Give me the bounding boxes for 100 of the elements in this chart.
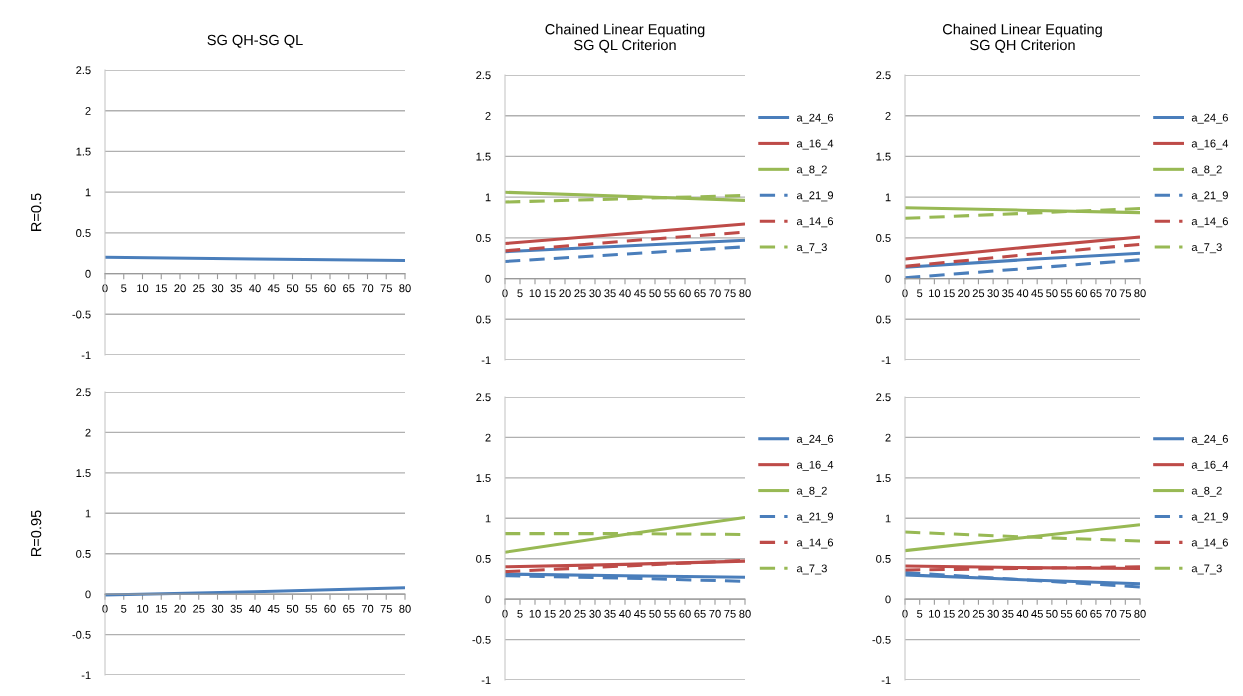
y-axis-title: R=0.5 — [30, 193, 42, 231]
x-tick-label: 5 — [517, 609, 523, 618]
y-tick-label: -1 — [881, 676, 891, 685]
chart-title: Chained Linear Equating SG QH Criterion — [942, 23, 1102, 53]
x-tick-label: 35 — [230, 284, 242, 293]
legend-label: a_8_2 — [1191, 486, 1222, 497]
x-tick-label: 30 — [211, 284, 224, 293]
y-tick-label: 0 — [85, 590, 91, 599]
x-tick-label: 50 — [1046, 609, 1058, 618]
legend-label: a_21_9 — [1191, 191, 1228, 202]
y-tick-label: 1 — [85, 188, 91, 197]
y-tick-label: 2.5 — [876, 393, 891, 402]
legend-label: a_7_3 — [796, 243, 827, 254]
y-tick-label: 2 — [885, 111, 891, 120]
x-tick-label: 0 — [102, 604, 108, 613]
x-tick-label: 65 — [343, 284, 355, 293]
x-tick-label: 55 — [305, 604, 317, 613]
x-tick-label: 25 — [972, 289, 985, 298]
x-tick-label: 80 — [399, 604, 411, 613]
y-tick-label: 1.5 — [876, 152, 891, 161]
x-tick-label: 50 — [286, 284, 299, 293]
legend-label: a_21_9 — [796, 191, 834, 202]
legend-label: a_7_3 — [796, 564, 827, 575]
x-tick-label: 75 — [380, 284, 392, 293]
x-tick-label: 30 — [589, 609, 601, 618]
x-tick-label: 20 — [174, 284, 186, 293]
x-tick-label: 45 — [1031, 289, 1043, 298]
x-tick-label: 20 — [958, 609, 970, 618]
y-tick-label: 2 — [485, 433, 491, 442]
x-tick-label: 80 — [1134, 289, 1146, 298]
x-tick-label: 10 — [137, 284, 149, 293]
x-tick-label: 30 — [589, 289, 601, 298]
x-tick-label: 20 — [559, 289, 571, 298]
y-tick-label: 0.5 — [876, 315, 891, 324]
x-tick-label: 55 — [1060, 289, 1073, 298]
y-tick-label: 0.5 — [76, 549, 91, 558]
y-tick-label: -1 — [481, 676, 491, 685]
y-tick-label: 0 — [885, 274, 891, 283]
x-tick-label: 65 — [1090, 289, 1102, 298]
x-tick-label: 0 — [502, 289, 508, 298]
legend-label: a_8_2 — [796, 165, 827, 176]
y-tick-label: 1 — [885, 514, 891, 523]
legend-label: a_24_6 — [796, 434, 834, 445]
x-tick-label: 55 — [305, 284, 317, 293]
x-tick-label: 55 — [664, 289, 676, 298]
x-tick-label: 10 — [929, 289, 941, 298]
legend-label: a_14_6 — [1191, 538, 1228, 549]
x-tick-label: 60 — [679, 609, 691, 618]
y-tick-label: 0 — [485, 595, 491, 604]
legend-label: a_21_9 — [1191, 512, 1228, 523]
x-tick-label: 35 — [1002, 289, 1014, 298]
x-tick-label: 25 — [574, 289, 586, 298]
y-tick-label: 2.5 — [476, 393, 491, 402]
y-tick-label: 1 — [485, 193, 491, 202]
chart-title: SG QH-SG QL — [207, 34, 303, 48]
y-tick-label: 1 — [885, 193, 891, 202]
y-tick-label: -1 — [881, 356, 891, 365]
y-tick-label: 1 — [485, 514, 491, 523]
x-tick-label: 20 — [559, 609, 571, 618]
legend-label: a_14_6 — [796, 538, 834, 549]
x-tick-label: 70 — [361, 604, 374, 613]
x-tick-label: 45 — [267, 284, 280, 293]
x-tick-label: 35 — [604, 609, 616, 618]
x-tick-label: 5 — [121, 604, 127, 613]
x-tick-label: 70 — [1105, 609, 1117, 618]
x-tick-label: 25 — [972, 609, 985, 618]
x-tick-label: 45 — [1031, 609, 1043, 618]
x-tick-label: 70 — [709, 289, 721, 298]
legend-label: a_14_6 — [796, 217, 834, 228]
y-tick-label: 0.5 — [476, 234, 491, 242]
x-tick-label: 75 — [724, 289, 736, 298]
x-tick-label: 10 — [529, 289, 541, 298]
y-tick-label: 0 — [485, 274, 491, 283]
x-tick-label: 10 — [929, 609, 941, 618]
legend-label: a_16_4 — [796, 460, 834, 471]
x-tick-label: 20 — [958, 289, 970, 298]
x-tick-label: 60 — [1075, 289, 1087, 298]
y-tick-label: 0.5 — [476, 554, 491, 563]
y-axis-title: R=0.95 — [30, 510, 42, 557]
y-tick-label: 2 — [85, 106, 91, 115]
x-tick-label: 5 — [917, 289, 923, 298]
x-tick-label: 40 — [619, 609, 631, 618]
legend-label: a_24_6 — [796, 113, 834, 124]
x-tick-label: 50 — [649, 289, 661, 298]
x-tick-label: 40 — [249, 284, 261, 293]
x-tick-label: 5 — [917, 609, 923, 618]
x-tick-label: 60 — [1075, 609, 1087, 618]
x-tick-label: 75 — [724, 609, 736, 618]
x-tick-label: 10 — [529, 609, 541, 618]
x-tick-label: 45 — [634, 609, 646, 618]
x-tick-label: 40 — [1016, 289, 1029, 298]
y-tick-label: -1 — [81, 671, 91, 680]
x-tick-label: 10 — [137, 604, 149, 613]
x-tick-label: 5 — [121, 284, 127, 293]
x-tick-label: 80 — [739, 289, 751, 298]
x-tick-label: 75 — [380, 604, 392, 613]
y-tick-label: 0.5 — [476, 315, 491, 324]
y-tick-label: 2.5 — [476, 71, 491, 80]
x-tick-label: 30 — [211, 604, 224, 613]
y-tick-label: 1.5 — [476, 474, 491, 482]
